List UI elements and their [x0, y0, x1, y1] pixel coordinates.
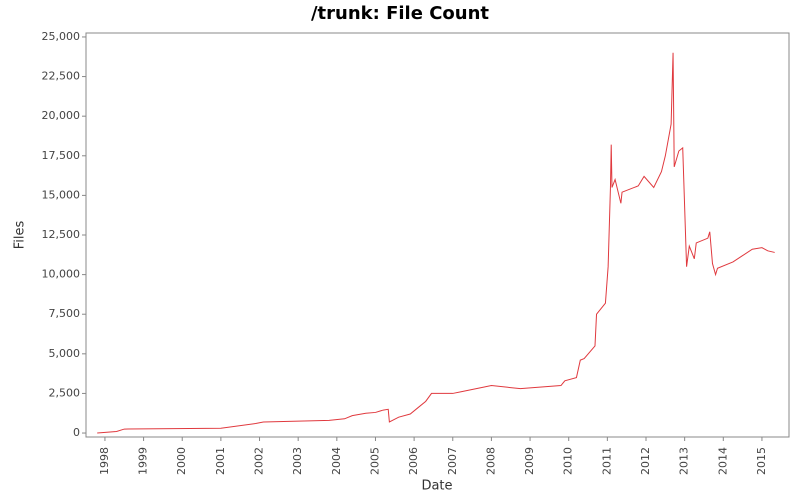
- data-line: [97, 52, 775, 434]
- x-tick-label: 2012: [639, 447, 652, 475]
- y-tick-label: 10,000: [42, 268, 81, 281]
- x-tick-label: 2015: [755, 447, 768, 475]
- x-tick-label: 1999: [137, 447, 150, 475]
- chart-title: /trunk: File Count: [311, 3, 489, 24]
- y-tick-label: 15,000: [42, 188, 81, 201]
- x-tick-label: 2001: [214, 447, 227, 475]
- x-tick-label: 2007: [446, 447, 459, 475]
- y-tick-label: 7,500: [49, 307, 81, 320]
- x-tick-label: 2004: [330, 447, 343, 475]
- x-tick-label: 2011: [600, 447, 613, 475]
- x-tick-label: 2013: [678, 447, 691, 475]
- x-tick-label: 2002: [253, 447, 266, 475]
- x-tick-label: 2003: [291, 447, 304, 475]
- x-tick-label: 1998: [98, 447, 111, 475]
- y-tick-label: 25,000: [42, 30, 81, 43]
- x-tick-label: 2014: [716, 447, 729, 475]
- y-tick-label: 20,000: [42, 109, 81, 122]
- y-tick-label: 2,500: [49, 386, 81, 399]
- y-tick-label: 17,500: [42, 149, 81, 162]
- x-tick-label: 2009: [523, 447, 536, 475]
- x-tick-label: 2006: [407, 447, 420, 475]
- x-tick-label: 2000: [175, 447, 188, 475]
- y-tick-label: 12,500: [42, 228, 81, 241]
- x-axis-label: Date: [421, 479, 452, 494]
- y-tick-label: 22,500: [42, 70, 81, 83]
- x-tick-label: 2008: [484, 447, 497, 475]
- y-tick-label: 0: [73, 426, 80, 439]
- plot-area: [85, 32, 790, 438]
- x-tick-label: 2005: [368, 447, 381, 475]
- y-axis-label: Files: [13, 221, 28, 250]
- x-tick-label: 2010: [562, 447, 575, 475]
- y-tick-label: 5,000: [49, 347, 81, 360]
